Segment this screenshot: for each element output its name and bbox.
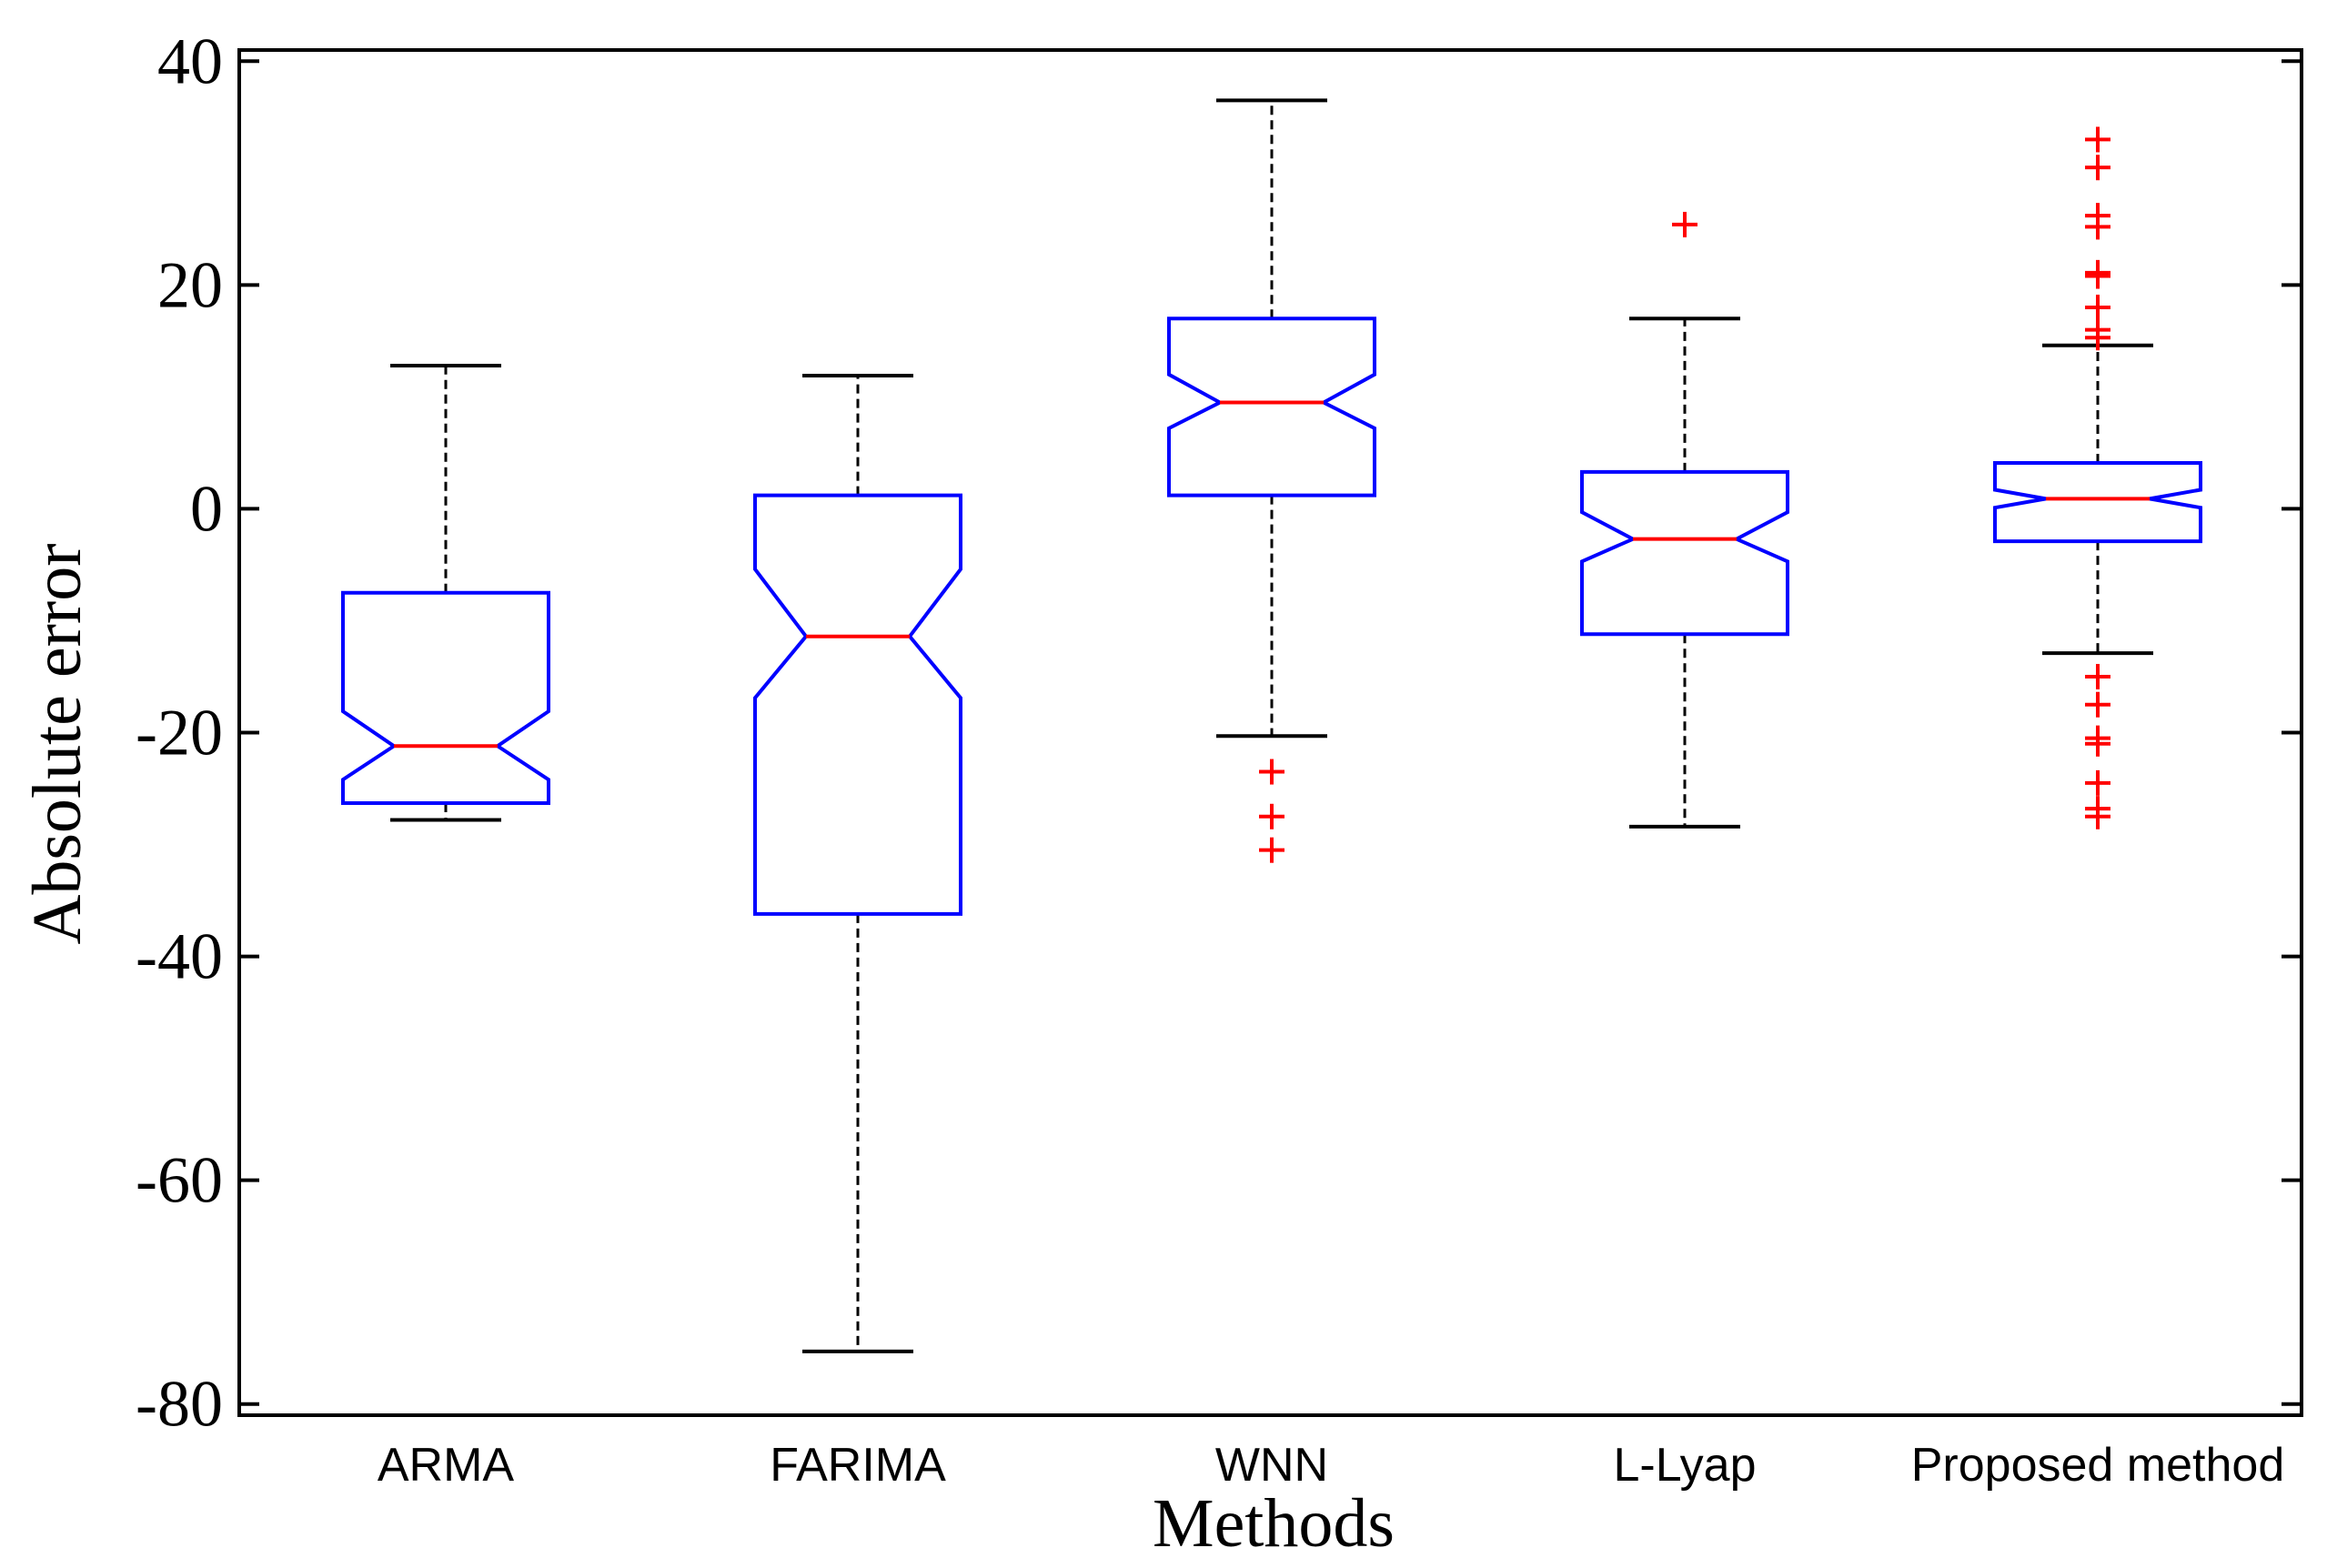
outlier-marker xyxy=(2085,214,2110,240)
y-tick-label: -20 xyxy=(136,697,223,769)
outlier-marker xyxy=(1259,803,1284,829)
y-axis-title: Absolute error xyxy=(19,543,96,944)
box-wnn xyxy=(1167,98,1376,863)
outlier-marker xyxy=(2085,263,2110,289)
y-axis-ticks: 40 20 0 -20 -40 -60 -80 xyxy=(136,25,2302,1441)
y-tick-label: 0 xyxy=(190,472,223,545)
outlier-marker xyxy=(2085,294,2110,320)
outlier-marker xyxy=(2085,769,2110,796)
box-body xyxy=(1993,460,2202,544)
x-tick-label: WNN xyxy=(1215,1439,1328,1492)
outlier-marker xyxy=(2085,325,2110,351)
x-tick-label: ARMA xyxy=(378,1439,515,1492)
y-tick-label: 20 xyxy=(157,248,223,321)
x-tick-label: L-Lyap xyxy=(1613,1439,1756,1492)
y-tick-label: -80 xyxy=(136,1368,223,1441)
y-tick-label: -60 xyxy=(136,1144,223,1217)
outlier-marker xyxy=(1672,211,1697,237)
outlier-marker xyxy=(2085,803,2110,829)
box-body xyxy=(1580,469,1789,637)
box-arma xyxy=(341,363,550,822)
y-tick-label: 40 xyxy=(157,25,223,97)
outlier-marker xyxy=(2085,155,2110,181)
x-axis-tick-labels: ARMA FARIMA WNN L-Lyap Proposed method xyxy=(378,1439,2284,1492)
outlier-marker xyxy=(2085,663,2110,689)
outlier-marker xyxy=(2085,730,2110,757)
x-axis-title: Methods xyxy=(1153,1485,1395,1562)
outlier-marker xyxy=(2085,126,2110,153)
y-tick-label: -40 xyxy=(136,920,223,993)
x-tick-label: Proposed method xyxy=(1911,1439,2285,1492)
outlier-marker xyxy=(2085,691,2110,718)
outlier-marker xyxy=(1259,759,1284,785)
box-body xyxy=(753,493,962,916)
box-body xyxy=(341,590,550,806)
x-tick-label: FARIMA xyxy=(770,1439,946,1492)
outlier-marker xyxy=(1259,837,1284,863)
box-body xyxy=(1167,317,1376,498)
box-farima xyxy=(753,374,962,1353)
box-proposed-method xyxy=(1993,126,2202,829)
box-series xyxy=(341,98,2202,1353)
box-l-lyap xyxy=(1580,211,1789,829)
